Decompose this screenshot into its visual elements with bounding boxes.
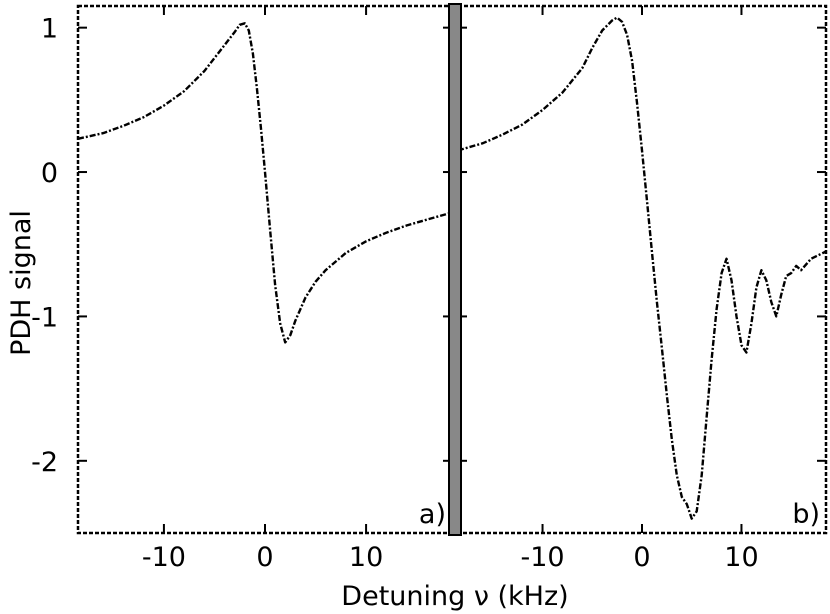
plot-frame — [76, 4, 454, 535]
x-tick-label: 0 — [256, 542, 273, 573]
x-tick-label: 10 — [724, 542, 758, 573]
y-tick-label: -2 — [31, 447, 58, 478]
x-tick-label: -10 — [142, 542, 186, 573]
panel-label-a: a) — [419, 499, 446, 530]
x-tick-label: -10 — [520, 542, 564, 573]
series-line-a — [77, 22, 453, 344]
panel-divider — [448, 3, 462, 536]
y-tick-label: -1 — [31, 302, 58, 333]
x-tick-labels: -10 0 10 -10 0 10 — [142, 542, 759, 573]
y-tick-label: 1 — [41, 14, 58, 45]
series-line-b — [457, 16, 827, 520]
x-tick-label: 0 — [633, 542, 650, 573]
y-axis-label: PDH signal — [6, 210, 37, 356]
y-tick-labels: 1 0 -1 -2 — [31, 14, 58, 478]
y-tick-label: 0 — [41, 158, 58, 189]
x-tick-label: 10 — [349, 542, 383, 573]
x-axis-label: Detuning ν (kHz) — [341, 581, 568, 612]
panel-a: a) — [76, 4, 454, 535]
panel-b: b) — [456, 4, 828, 535]
panel-label-b: b) — [792, 499, 820, 530]
plot-frame — [456, 4, 828, 535]
